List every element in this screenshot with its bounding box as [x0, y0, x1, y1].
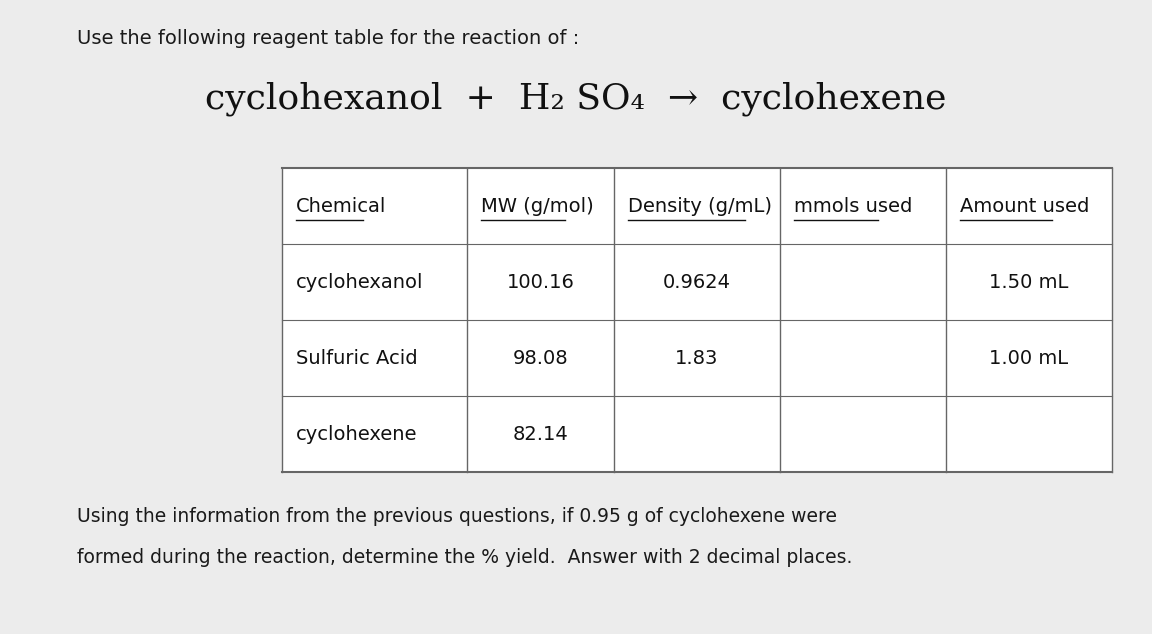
Text: 1.50 mL: 1.50 mL [990, 273, 1068, 292]
Text: Density (g/mL): Density (g/mL) [628, 197, 772, 216]
Text: Sulfuric Acid: Sulfuric Acid [296, 349, 418, 368]
Text: cyclohexanol  +  H₂ SO₄  →  cyclohexene: cyclohexanol + H₂ SO₄ → cyclohexene [205, 81, 947, 115]
Text: Use the following reagent table for the reaction of :: Use the following reagent table for the … [77, 29, 579, 48]
Text: formed during the reaction, determine the % yield.  Answer with 2 decimal places: formed during the reaction, determine th… [77, 548, 852, 567]
Text: 98.08: 98.08 [513, 349, 568, 368]
Text: Chemical: Chemical [296, 197, 386, 216]
Text: MW (g/mol): MW (g/mol) [480, 197, 593, 216]
Text: Amount used: Amount used [960, 197, 1089, 216]
Text: cyclohexene: cyclohexene [296, 425, 417, 444]
Text: mmols used: mmols used [794, 197, 912, 216]
Text: 1.83: 1.83 [675, 349, 719, 368]
Text: cyclohexanol: cyclohexanol [296, 273, 424, 292]
Text: 82.14: 82.14 [513, 425, 568, 444]
Text: Using the information from the previous questions, if 0.95 g of cyclohexene were: Using the information from the previous … [77, 507, 838, 526]
Text: 1.00 mL: 1.00 mL [990, 349, 1068, 368]
Text: 100.16: 100.16 [507, 273, 575, 292]
Text: 0.9624: 0.9624 [662, 273, 732, 292]
